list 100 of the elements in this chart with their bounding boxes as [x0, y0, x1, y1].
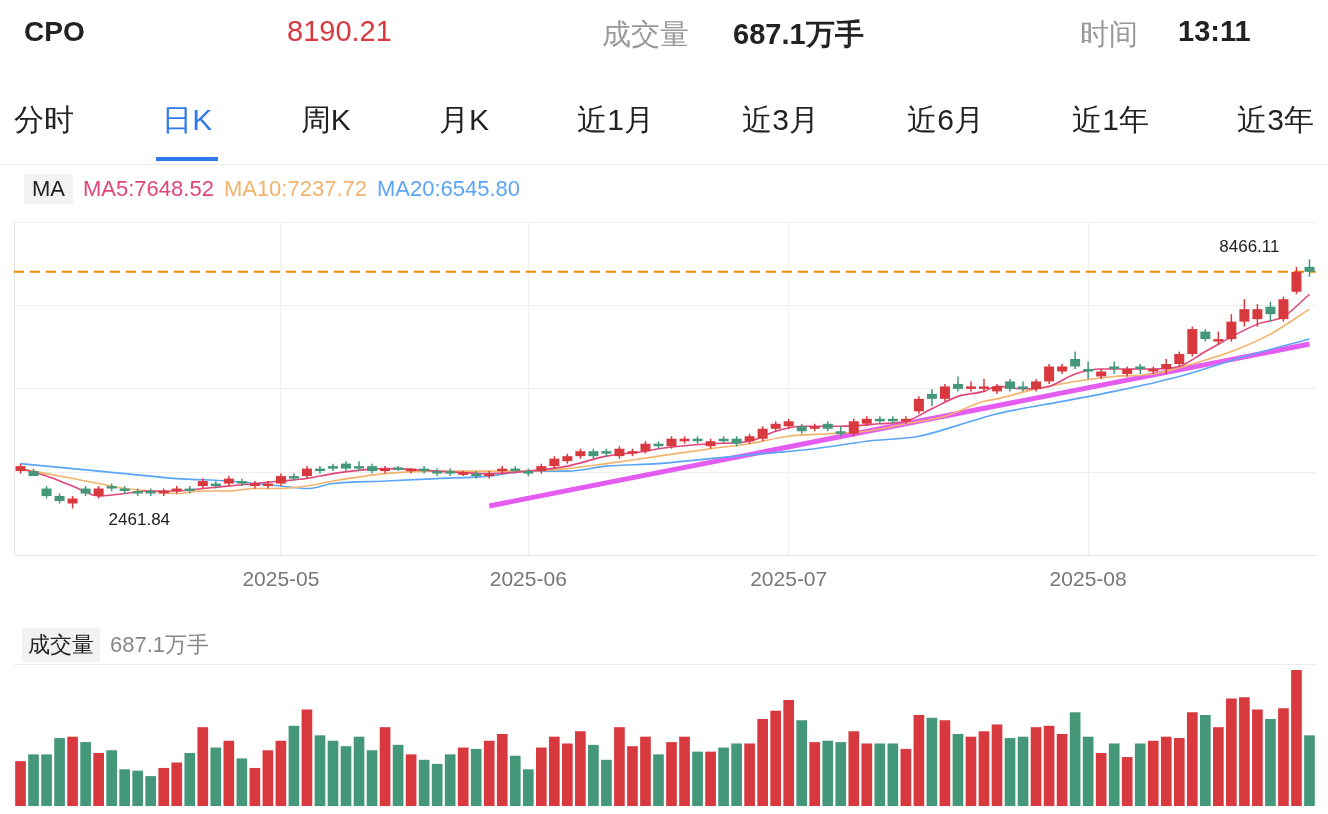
bar [1291, 670, 1302, 806]
bar [731, 743, 742, 806]
bar [1095, 752, 1107, 806]
bar [835, 742, 847, 806]
text: 近3月 [741, 102, 820, 138]
bar [119, 769, 131, 806]
bar [418, 759, 430, 806]
bar [705, 751, 716, 806]
bar [509, 755, 521, 806]
bar [535, 747, 547, 806]
bar [15, 761, 26, 806]
candlestick [952, 375, 963, 393]
bar [1226, 698, 1237, 806]
bar [379, 727, 391, 806]
bar [340, 746, 352, 806]
candlestick [1109, 360, 1120, 375]
bar [1173, 738, 1185, 806]
bar [614, 727, 625, 806]
bar [796, 720, 808, 806]
bar [575, 731, 586, 806]
bar [197, 727, 209, 806]
bar [236, 758, 248, 806]
bar [991, 724, 1003, 806]
bar [67, 736, 78, 806]
candlestick [1135, 363, 1146, 375]
bar [926, 717, 938, 806]
bar [288, 725, 300, 806]
bar [548, 736, 560, 806]
bar [41, 754, 52, 806]
bar [770, 710, 782, 806]
x-tick-label: 2025-05 [242, 567, 320, 591]
bar [1239, 697, 1250, 806]
bar [1304, 735, 1315, 806]
bar [653, 754, 664, 806]
text: MA5:7648.52 [83, 176, 214, 202]
text: 分时 [13, 102, 75, 138]
bar [900, 748, 912, 806]
bar [1199, 714, 1211, 806]
candlestick [1018, 380, 1029, 393]
bar [666, 742, 677, 806]
candlestick [1278, 295, 1289, 323]
candlestick [1291, 266, 1302, 295]
bar [1278, 708, 1289, 806]
bar [913, 714, 925, 806]
bar [314, 735, 326, 806]
candlestick [1239, 298, 1250, 328]
bar [1108, 743, 1120, 806]
bar [978, 731, 990, 806]
bar [1017, 736, 1029, 806]
bar [783, 699, 795, 806]
text: 13:11 [1178, 15, 1251, 48]
text: 成交量 [602, 17, 689, 52]
bar [1134, 743, 1146, 806]
bar [54, 738, 65, 806]
text: 687.1万手 [733, 17, 864, 52]
legend-title: MA [24, 174, 73, 204]
bar [1147, 740, 1159, 806]
bar [640, 736, 651, 806]
bar [718, 747, 729, 806]
candlestick [354, 460, 365, 472]
text: MA10:7237.72 [223, 176, 367, 202]
bar [1082, 736, 1094, 806]
bar [1160, 736, 1172, 806]
candlestick [835, 425, 846, 437]
text: 日K [156, 100, 219, 161]
bar [1121, 757, 1133, 806]
candlestick [978, 378, 989, 393]
candlestick [1265, 300, 1276, 323]
bar [470, 748, 482, 806]
bar [874, 743, 886, 806]
text: CPO [24, 16, 85, 48]
bar [210, 747, 222, 806]
bar [692, 751, 703, 806]
x-tick-label: 2025-07 [750, 567, 828, 591]
bar [601, 759, 612, 806]
bar [848, 731, 860, 806]
bar [496, 733, 508, 806]
bar [80, 742, 91, 806]
text: MA20:6545.80 [376, 176, 521, 202]
bar [327, 740, 339, 806]
bar [1069, 712, 1081, 806]
bar [28, 754, 39, 806]
text: 8190.21 [287, 15, 392, 48]
bar [171, 762, 183, 806]
candlestick [1044, 363, 1055, 385]
bar [588, 744, 599, 806]
bar [1056, 733, 1068, 806]
text: 2461.84 [108, 510, 171, 530]
text: 8466.11 [1219, 237, 1280, 257]
text: 近1年 [1071, 102, 1150, 138]
text: 时间 [1080, 17, 1138, 52]
bar [106, 750, 117, 806]
bar [223, 740, 235, 806]
bar [483, 740, 495, 806]
candlestick [965, 380, 976, 393]
bar [457, 747, 469, 806]
text: 近3年 [1236, 102, 1315, 138]
bar [392, 744, 404, 806]
candlestick [1226, 313, 1237, 343]
text: 周K [299, 102, 352, 138]
